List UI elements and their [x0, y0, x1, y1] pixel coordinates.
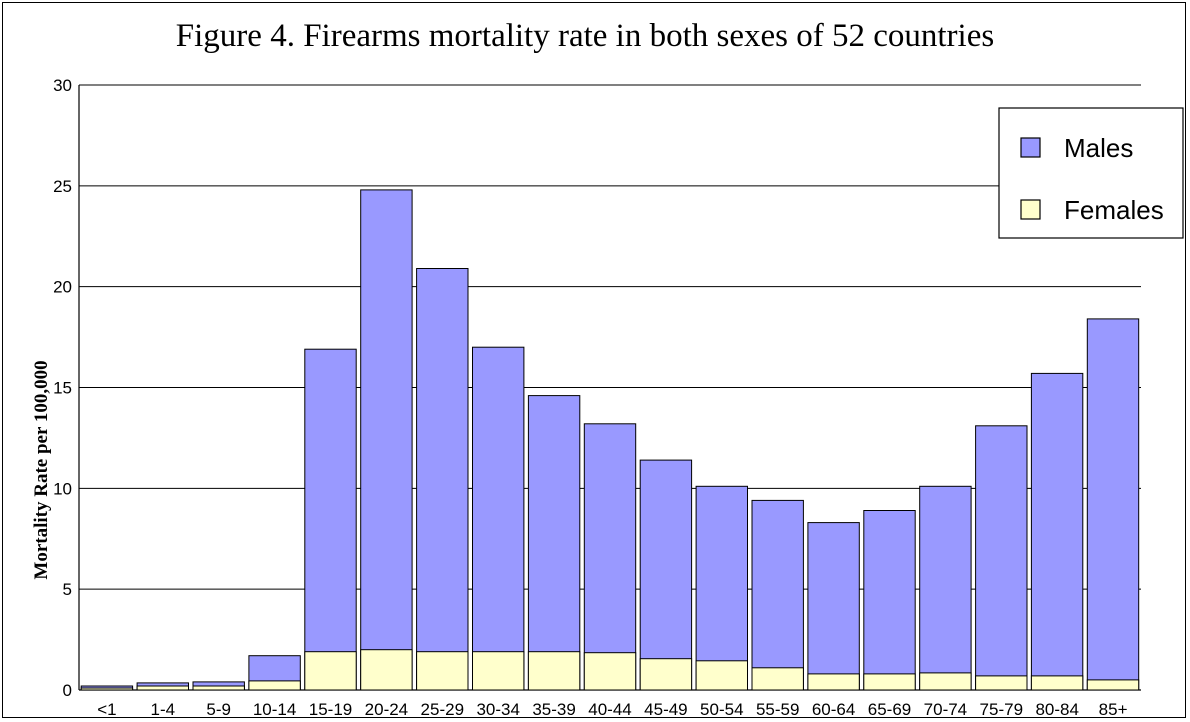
bar-females-10	[639, 658, 693, 691]
y-tick-label: 0	[63, 681, 72, 700]
legend-swatch-females	[1020, 199, 1041, 220]
legend: Males Females	[998, 107, 1184, 239]
tick-labels: 0 5 10 15 20 25 30 <1 1-4 5-9 10-14 15-19 20-24 25-29…	[53, 76, 1128, 719]
bar-males-13	[807, 522, 860, 691]
x-tick-label: 30-34	[476, 700, 519, 719]
x-tick-label: 70-74	[924, 700, 967, 719]
y-tick-label: 15	[53, 379, 72, 398]
y-axis-label: Mortality Rate per 100,000	[31, 360, 52, 579]
bars	[80, 189, 1140, 691]
bar-males-11	[695, 485, 748, 691]
bar-females-13	[807, 673, 860, 691]
bar-males-5	[360, 189, 413, 691]
bar-females-9	[583, 652, 637, 691]
legend-swatch-males	[1020, 137, 1041, 158]
x-tick-label: 60-64	[812, 700, 855, 719]
bar-females-15	[919, 672, 972, 691]
legend-label-males: Males	[1064, 133, 1133, 163]
y-tick-label: 10	[53, 479, 72, 498]
x-tick-label: 45-49	[644, 700, 687, 719]
x-tick-label: 80-84	[1035, 700, 1078, 719]
x-tick-label: 50-54	[700, 700, 743, 719]
bar-females-14	[863, 673, 916, 691]
x-tick-label: 1-4	[151, 700, 176, 719]
bar-males-15	[919, 485, 972, 691]
bar-females-7	[472, 651, 525, 691]
bar-females-8	[527, 651, 581, 691]
bar-females-4	[304, 651, 357, 691]
bar-males-8	[527, 395, 581, 691]
bar-females-11	[695, 660, 748, 691]
y-tick-label: 25	[53, 177, 72, 196]
y-tick-label: 30	[53, 76, 72, 95]
legend-label-females: Females	[1064, 195, 1164, 225]
y-tick-label: 5	[63, 580, 72, 599]
bar-females-2	[192, 685, 245, 691]
bar-females-17	[1030, 675, 1084, 691]
bar-females-6	[416, 651, 469, 691]
bar-males-9	[583, 423, 637, 691]
bar-males-14	[863, 510, 916, 691]
x-tick-label: 65-69	[868, 700, 911, 719]
bar-males-6	[416, 268, 469, 691]
chart-title: Figure 4. Firearms mortality rate in bot…	[176, 18, 994, 54]
bar-females-18	[1086, 679, 1140, 691]
x-tick-label: 35-39	[532, 700, 575, 719]
bar-males-16	[975, 425, 1028, 691]
x-tick-label: 20-24	[365, 700, 408, 719]
bar-males-12	[751, 499, 804, 691]
bar-males-7	[472, 346, 525, 691]
bar-females-1	[136, 685, 190, 691]
bar-males-10	[639, 459, 693, 691]
x-tick-label: 55-59	[756, 700, 799, 719]
bar-females-3	[248, 680, 301, 691]
x-tick-label: 10-14	[253, 700, 296, 719]
bar-females-0	[80, 687, 134, 691]
x-tick-label: 75-79	[980, 700, 1023, 719]
x-tick-label: 40-44	[588, 700, 631, 719]
x-tick-label: 25-29	[421, 700, 464, 719]
x-tick-label: <1	[97, 700, 116, 719]
x-tick-label: 15-19	[309, 700, 352, 719]
x-tick-label: 5-9	[206, 700, 231, 719]
bar-males-18	[1086, 318, 1140, 691]
bar-females-12	[751, 667, 804, 691]
x-tick-label: 85+	[1099, 700, 1128, 719]
bar-males-4	[304, 348, 357, 691]
bar-females-5	[360, 649, 413, 691]
y-tick-label: 20	[53, 278, 72, 297]
bar-females-16	[975, 675, 1028, 691]
bar-males-17	[1030, 372, 1084, 691]
